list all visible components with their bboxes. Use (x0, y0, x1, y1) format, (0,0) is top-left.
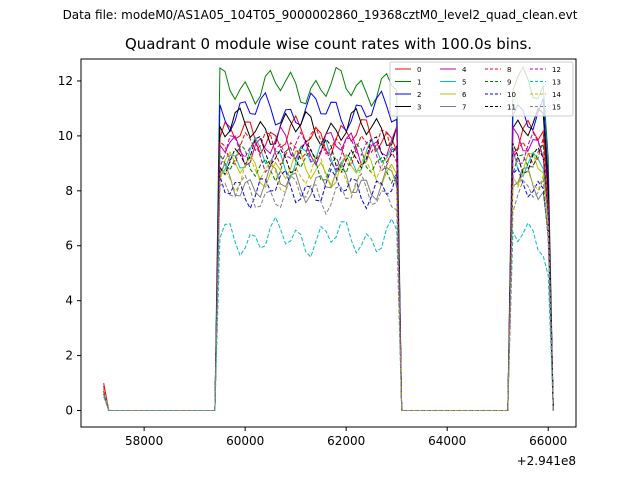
series-line-7 (103, 161, 554, 411)
y-tick-label: 10 (58, 129, 73, 143)
x-tick-label: 62000 (327, 434, 365, 448)
y-tick-label: 8 (65, 184, 73, 198)
chart-title: Quadrant 0 module wise count rates with … (124, 35, 533, 53)
legend-label-9: 9 (507, 79, 511, 87)
x-tick-label: 64000 (428, 434, 466, 448)
legend-box (389, 61, 574, 117)
x-axis-offset-label: +2.941e8 (517, 454, 576, 468)
legend-label-6: 6 (462, 91, 467, 99)
series-line-12 (103, 131, 554, 411)
series-line-9 (103, 142, 554, 411)
figure-suptitle: Data file: modeM0/AS1A05_104T05_90000028… (62, 8, 578, 22)
y-tick-label: 4 (65, 294, 73, 308)
legend-label-2: 2 (417, 91, 421, 99)
series-line-2 (103, 90, 554, 411)
legend-label-4: 4 (462, 66, 467, 74)
series-line-15 (103, 172, 554, 411)
legend-label-11: 11 (507, 104, 516, 112)
series-line-0 (103, 114, 554, 411)
legend-label-5: 5 (462, 79, 466, 87)
legend-label-1: 1 (417, 79, 421, 87)
legend-label-8: 8 (507, 66, 511, 74)
y-axis-ticks: 0 2 4 6 8 10 12 (58, 74, 81, 418)
y-tick-label: 2 (65, 349, 73, 363)
legend-label-3: 3 (417, 104, 421, 112)
legend-label-15: 15 (552, 104, 561, 112)
x-tick-label: 58000 (125, 434, 163, 448)
series-line-4 (103, 125, 554, 411)
series-line-5 (103, 136, 554, 411)
series-line-8 (103, 126, 554, 411)
y-tick-label: 0 (65, 404, 73, 418)
series-line-14 (103, 154, 554, 411)
legend-label-10: 10 (507, 91, 516, 99)
axes-frame (80, 58, 577, 428)
legend-label-13: 13 (552, 79, 561, 87)
y-tick-label: 6 (65, 239, 73, 253)
legend-label-12: 12 (552, 66, 561, 74)
series-line-13 (103, 216, 554, 411)
legend-label-0: 0 (417, 66, 421, 74)
plot-series-layer (103, 65, 554, 411)
series-line-10 (103, 167, 554, 411)
series-line-6 (103, 150, 554, 411)
x-axis-ticks: 58000 60000 62000 64000 66000 (125, 427, 567, 448)
x-tick-label: 60000 (226, 434, 264, 448)
legend-label-7: 7 (462, 104, 466, 112)
series-line-1 (103, 65, 554, 411)
y-tick-label: 12 (58, 74, 73, 88)
legend-label-14: 14 (552, 91, 561, 99)
x-tick-label: 66000 (529, 434, 567, 448)
